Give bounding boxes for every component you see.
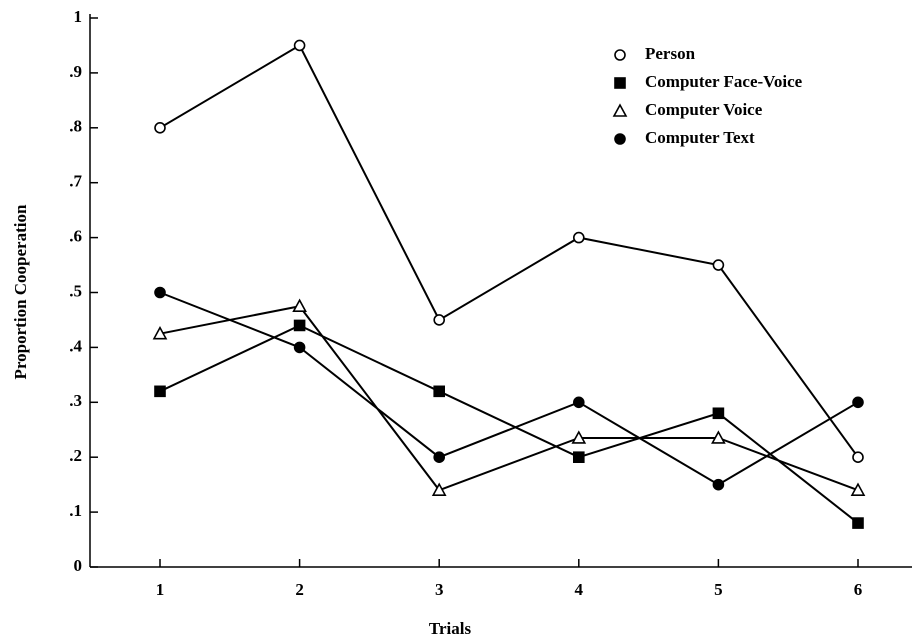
- legend-label: Computer Text: [645, 128, 755, 147]
- data-point: [572, 396, 585, 409]
- data-point: [433, 385, 446, 398]
- y-tick-label: .9: [69, 62, 82, 81]
- y-tick-label: .6: [69, 227, 82, 246]
- legend-label: Computer Voice: [645, 100, 763, 119]
- y-tick-label: .2: [69, 446, 82, 465]
- x-tick-label: 6: [854, 580, 863, 599]
- series-line: [159, 305, 859, 492]
- y-tick-label: .5: [69, 281, 82, 300]
- data-point: [711, 430, 726, 444]
- data-point: [154, 286, 166, 299]
- legend-label: Person: [645, 44, 696, 63]
- y-tick-label: .7: [69, 172, 82, 191]
- x-axis-label: Trials: [429, 619, 472, 638]
- y-tick-label: 0: [74, 556, 83, 575]
- data-point: [293, 341, 306, 354]
- x-tick-label: 1: [156, 580, 165, 599]
- series-line: [159, 324, 859, 524]
- data-point: [852, 396, 864, 409]
- y-tick-label: .4: [69, 336, 82, 355]
- y-tick-label: .3: [69, 391, 82, 410]
- data-point: [712, 407, 725, 420]
- data-point: [712, 478, 725, 491]
- y-axis-label: Proportion Cooperation: [11, 204, 30, 379]
- data-point: [293, 39, 306, 52]
- data-point: [572, 451, 585, 464]
- data-point: [850, 482, 866, 496]
- data-point: [154, 122, 166, 134]
- data-point: [154, 385, 166, 398]
- y-tick-label: .8: [69, 117, 82, 136]
- data-point: [433, 451, 446, 464]
- y-tick-label: 1: [74, 7, 83, 26]
- series-line: [159, 44, 859, 458]
- legend-marker: [614, 133, 626, 145]
- y-tick-label: .1: [69, 501, 82, 520]
- data-point: [852, 517, 864, 529]
- x-tick-label: 2: [295, 580, 304, 599]
- legend-marker: [614, 49, 626, 61]
- series-line: [159, 291, 859, 486]
- data-point: [852, 451, 864, 464]
- data-point: [431, 482, 447, 496]
- data-point: [571, 430, 587, 444]
- data-point: [292, 298, 307, 313]
- legend-marker: [612, 103, 628, 117]
- x-tick-label: 4: [575, 580, 584, 599]
- data-point: [572, 231, 585, 244]
- data-point: [293, 319, 306, 332]
- data-point: [712, 259, 725, 271]
- data-point: [433, 314, 446, 326]
- legend-marker: [614, 77, 626, 89]
- x-tick-label: 3: [435, 580, 444, 599]
- data-point: [152, 326, 168, 340]
- x-tick-label: 5: [714, 580, 723, 599]
- legend-label: Computer Face-Voice: [645, 72, 803, 91]
